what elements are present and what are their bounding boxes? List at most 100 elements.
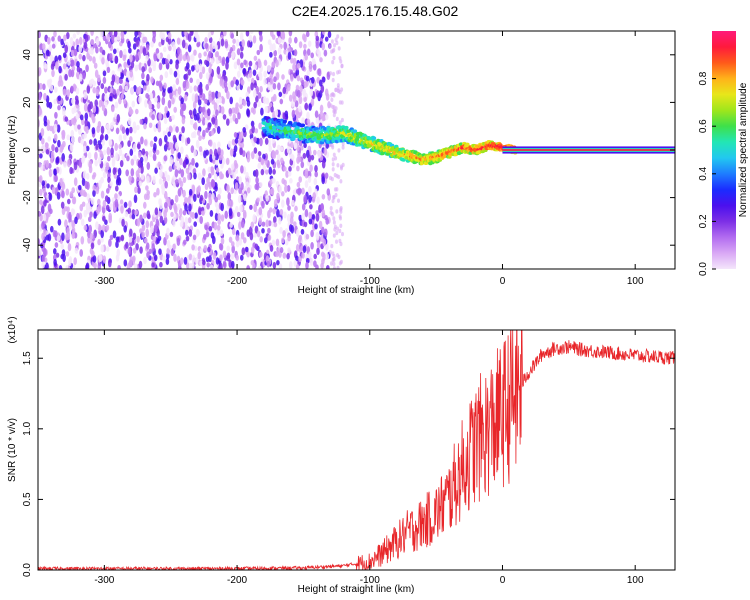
noise-cell [62,63,67,70]
noise-cell [154,207,159,216]
noise-cell [339,207,343,212]
noise-cell [45,262,49,269]
noise-cell [45,49,50,57]
noise-cell [209,75,213,84]
noise-cell [332,257,336,262]
noise-cell [271,61,276,68]
noise-cell [267,227,271,234]
noise-cell [336,88,340,93]
noise-cell [171,97,175,105]
noise-cell [330,39,334,44]
noise-cell [84,34,89,43]
noise-cell [49,84,54,92]
noise-cell [161,57,166,65]
noise-cell [193,193,197,202]
noise-cell [245,171,249,180]
noise-cell [109,181,113,187]
noise-cell [104,195,109,202]
noise-cell [191,157,195,166]
noise-cell [191,65,195,72]
noise-cell [115,185,119,192]
noise-cell [289,178,293,184]
noise-cell [48,44,53,52]
noise-cell [258,122,262,130]
noise-cell [215,159,219,166]
noise-cell [195,63,199,71]
noise-cell [177,188,182,197]
noise-cell [268,166,273,175]
noise-cell [222,250,227,259]
noise-cell [222,157,226,165]
noise-cell [188,188,193,196]
noise-cell [41,261,45,269]
noise-cell [123,201,128,209]
noise-cell [240,79,245,86]
noise-cell [187,196,191,205]
noise-cell [92,56,96,64]
noise-cell [41,144,46,152]
noise-cell [138,180,142,187]
noise-cell [229,222,233,228]
noise-cell [183,31,188,37]
noise-cell [336,34,340,39]
noise-cell [78,44,82,54]
noise-cell [97,120,102,129]
noise-cell [135,64,139,71]
noise-cell [123,259,128,267]
noise-cell [97,198,101,206]
noise-cell [217,141,221,149]
noise-cell [320,262,324,269]
noise-cell [320,203,324,211]
noise-cell [74,216,78,225]
noise-cell [83,91,87,100]
noise-cell [141,79,145,86]
signal-cell [344,125,349,130]
noise-cell [216,229,221,236]
noise-cell [92,86,96,94]
noise-cell [233,145,238,153]
noise-cell [235,79,239,86]
noise-cell [316,76,321,84]
noise-cell [71,196,76,205]
noise-cell [169,90,173,100]
noise-cell [186,54,191,63]
noise-cell [164,71,169,79]
noise-cell [286,253,290,260]
noise-cell [73,257,77,265]
noise-cell [181,116,186,125]
noise-cell [328,44,332,49]
noise-cell [331,157,335,162]
noise-cell [119,78,124,85]
noise-cell [172,134,177,143]
noise-cell [100,190,105,199]
noise-cell [168,45,172,52]
noise-cell [217,55,222,61]
noise-cell [236,211,241,218]
noise-cell [150,76,154,84]
noise-cell [125,169,129,177]
noise-cell [61,190,65,199]
noise-cell [153,136,158,142]
noise-cell [68,221,73,230]
noise-cell [41,221,45,230]
noise-cell [51,60,56,67]
noise-cell [114,142,118,152]
noise-cell [194,257,199,265]
noise-cell [283,166,287,172]
noise-cell [128,175,132,182]
noise-cell [225,157,230,166]
noise-cell [238,237,243,246]
noise-cell [256,197,260,203]
noise-cell [159,261,163,268]
noise-cell [272,43,276,52]
noise-cell [191,95,196,102]
noise-cell [183,256,188,265]
noise-cell [312,58,316,65]
noise-cell [239,147,243,156]
noise-cell [174,168,179,178]
figure-title: C2E4.2025.176.15.48.G02 [291,3,459,19]
noise-cell [339,164,343,169]
noise-cell [336,83,340,88]
noise-cell [249,204,253,210]
noise-cell [210,31,214,36]
